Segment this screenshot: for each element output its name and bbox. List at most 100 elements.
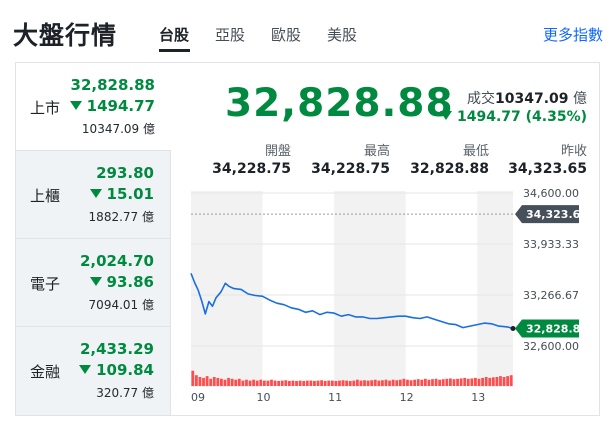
stat-prev-close: 昨收 34,323.65: [489, 140, 587, 177]
stat-label: 昨收: [560, 144, 587, 159]
market-change: 109.84: [79, 361, 154, 379]
volume-bar: [406, 379, 409, 386]
volume-bar: [377, 380, 381, 386]
volume-bar: [309, 380, 313, 386]
x-tick-label: 11: [328, 391, 342, 404]
hour-shade: [477, 191, 513, 387]
volume-bar: [495, 377, 499, 386]
volume-bar: [205, 376, 209, 386]
volume-bar: [359, 380, 363, 386]
market-name: 上櫃: [30, 187, 61, 205]
market-change-value: 1494.77: [86, 97, 155, 115]
tab-tw-stocks[interactable]: 台股: [159, 26, 190, 44]
volume-bar: [488, 377, 492, 386]
trade-volume-label: 成交: [467, 91, 496, 107]
volume-bar: [291, 380, 295, 386]
market-price: 293.80: [96, 164, 154, 182]
volume-bar: [345, 380, 349, 386]
volume-bar: [416, 379, 420, 386]
volume-bar: [409, 380, 413, 386]
index-change-value: 1494.77 (4.35%): [456, 109, 587, 125]
volume-bar: [212, 377, 216, 386]
volume-bar: [348, 380, 352, 386]
volume-bar: [209, 378, 213, 386]
market-item-otc[interactable]: 上櫃 293.80 15.01 1882.77 億: [16, 151, 171, 239]
volume-bar: [402, 378, 406, 386]
volume-bar: [270, 379, 273, 386]
market-item-listed[interactable]: 上市 32,828.88 1494.77 10347.09 億: [16, 63, 171, 151]
intraday-chart[interactable]: 34,600.00 33,933.33 33,266.67 32,600.00 34,3…: [171, 63, 599, 415]
market-name: 電子: [30, 275, 61, 293]
volume-bar: [363, 380, 366, 386]
prev-close-tag: [515, 205, 579, 224]
market-change: 15.01: [89, 185, 154, 203]
market-item-finance[interactable]: 金融 2,433.29 109.84 320.77 億: [16, 327, 171, 415]
market-item-electronics[interactable]: 電子 2,024.70 93.86 7094.01 億: [16, 239, 171, 327]
tab-asia-stocks[interactable]: 亞股: [215, 26, 246, 44]
market-volume: 7094.01 億: [88, 298, 154, 312]
volume-bar: [220, 378, 223, 386]
volume-bar: [423, 378, 427, 386]
volume-bar: [420, 379, 424, 386]
volume-bar: [298, 380, 302, 386]
volume-bar: [316, 380, 320, 386]
volume-bar: [248, 380, 252, 386]
volume-bar: [320, 380, 323, 386]
volume-bar: [441, 379, 445, 386]
down-arrow-icon: [89, 277, 102, 286]
volume-bar: [216, 377, 220, 386]
volume-bar: [370, 380, 374, 386]
volume-bar: [491, 377, 495, 386]
market-name: 金融: [30, 363, 61, 381]
volume-bar: [352, 380, 356, 386]
volume-bar: [381, 380, 384, 386]
stat-high: 最高 34,228.75: [292, 140, 390, 177]
more-indices-link[interactable]: 更多指數: [542, 26, 603, 44]
volume-bar: [452, 379, 456, 386]
header: 大盤行情 台股 亞股 歐股 美股 更多指數: [0, 0, 609, 62]
stat-open: 開盤 34,228.75: [193, 140, 291, 177]
market-change-value: 15.01: [106, 185, 154, 203]
volume-bar: [230, 378, 234, 386]
volume-bar: [259, 379, 263, 386]
last-price-tag-text: 32,828.88: [526, 322, 588, 335]
x-tick-label: 12: [400, 391, 414, 404]
market-price: 32,828.88: [70, 76, 155, 94]
tab-europe-stocks[interactable]: 歐股: [271, 26, 302, 44]
volume-bar: [223, 379, 227, 386]
volume-bar: [395, 380, 399, 386]
last-point-dot: [510, 325, 516, 331]
volume-bar: [459, 378, 463, 386]
market-list: 上市 32,828.88 1494.77 10347.09 億 上櫃 293.8…: [16, 63, 171, 415]
market-change-value: 93.86: [106, 273, 154, 291]
x-tick-label: 13: [471, 391, 485, 404]
market-card: 上市 32,828.88 1494.77 10347.09 億 上櫃 293.8…: [15, 62, 600, 416]
tab-us-stocks[interactable]: 美股: [327, 26, 358, 44]
volume-bar: [445, 378, 449, 386]
volume-bar: [194, 375, 198, 386]
volume-bar: [323, 380, 327, 386]
volume-bar: [413, 379, 416, 386]
trade-volume-unit: 億: [573, 91, 587, 107]
index-price: 32,828.88: [225, 81, 454, 126]
stat-value: 34,228.75: [212, 161, 291, 177]
volume-bar: [470, 378, 474, 386]
volume-bar: [198, 377, 202, 386]
stat-low: 最低 32,828.88: [391, 140, 489, 177]
y-tick-label: 34,600.00: [523, 187, 579, 200]
trade-volume-value: 10347.09: [495, 91, 569, 107]
volume-bar: [227, 377, 230, 386]
y-tick-label: 33,266.67: [523, 289, 579, 302]
volume-bar: [255, 380, 259, 386]
volume-bar: [431, 379, 434, 386]
page-title: 大盤行情: [13, 21, 118, 50]
hour-shade: [191, 191, 263, 387]
volume-bar: [284, 380, 288, 386]
price-line: [190, 273, 514, 330]
x-tick-label: 10: [257, 391, 271, 404]
volume-bar: [252, 379, 255, 386]
volume-bar: [499, 376, 502, 386]
volume-bar: [338, 380, 341, 386]
y-tick-label: 33,933.33: [523, 238, 579, 251]
down-arrow-icon: [79, 365, 92, 374]
